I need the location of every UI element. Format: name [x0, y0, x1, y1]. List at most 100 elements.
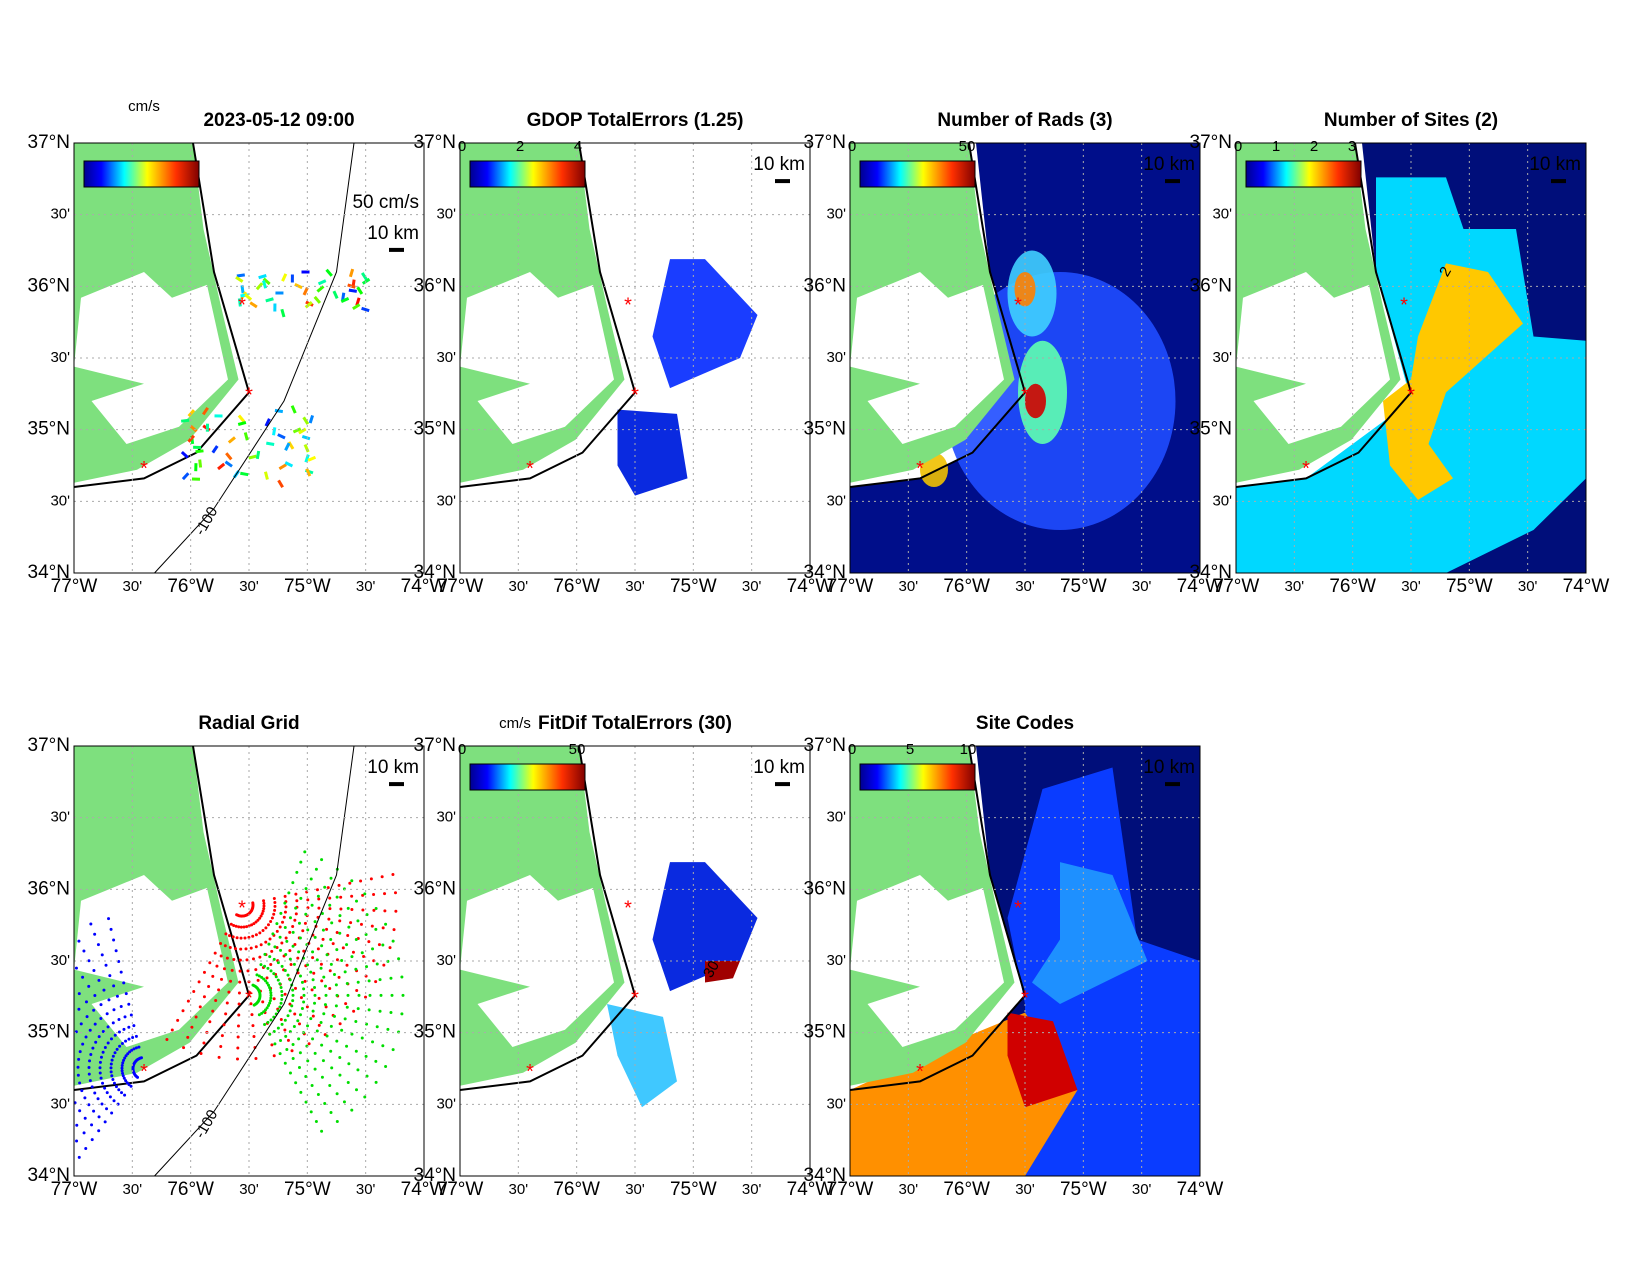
grid-point: [291, 1056, 295, 1060]
grid-point: [311, 1014, 315, 1018]
grid-point: [249, 1002, 253, 1006]
grid-point: [124, 1039, 128, 1043]
grid-point: [252, 1035, 256, 1039]
grid-point: [249, 946, 253, 950]
data-region: [652, 862, 758, 992]
grid-point: [258, 931, 262, 935]
grid-point: [294, 892, 298, 896]
grid-point: [121, 1061, 125, 1065]
depth-contour: [154, 745, 355, 1177]
current-vector: [361, 306, 370, 313]
colorbar-unit: cm/s: [128, 98, 160, 115]
grid-point: [81, 1042, 85, 1046]
x-tick-label: 77°W: [1213, 576, 1260, 597]
grid-point: [365, 1074, 369, 1078]
grid-point: [328, 1084, 332, 1088]
x-tick-label: 30': [509, 578, 529, 595]
grid-point: [279, 1018, 283, 1022]
current-vector: [236, 273, 246, 278]
map-panel: * * * 77°W 30' 76°W 30' 75°W 30' 74°W 37°N 30' 36°N 3…: [1190, 110, 1610, 597]
grid-point: [350, 955, 354, 959]
grid-point: [77, 1155, 81, 1159]
grid-point: [194, 1015, 198, 1019]
grid-point: [120, 1042, 124, 1046]
grid-point: [117, 1088, 121, 1092]
y-tick-label: 37°N: [28, 132, 70, 153]
grid-point: [119, 1005, 123, 1009]
grid-point: [105, 1091, 109, 1095]
grid-point: [306, 928, 310, 932]
grid-point: [335, 930, 339, 934]
depth-contour: [154, 142, 355, 574]
current-vector: [274, 408, 284, 414]
grid-point: [312, 971, 316, 975]
grid-point: [262, 901, 266, 905]
grid-point: [297, 921, 301, 925]
grid-point: [192, 990, 196, 994]
grid-point: [325, 1034, 329, 1038]
grid-point: [338, 1022, 342, 1026]
grid-point: [87, 984, 91, 988]
grid-point: [93, 932, 97, 936]
grid-point: [293, 1012, 297, 1016]
grid-point: [237, 1002, 241, 1006]
grid-point: [260, 1011, 264, 1015]
colorbar: [1245, 160, 1362, 188]
colorbar-unit: cm/s: [499, 715, 531, 732]
grid-point: [107, 917, 111, 921]
grid-point: [303, 850, 307, 854]
current-vector: [237, 298, 242, 307]
grid-point: [272, 972, 276, 976]
grid-point: [198, 1005, 202, 1009]
data-region: [607, 1004, 677, 1108]
grid-point: [354, 967, 358, 971]
grid-point: [321, 928, 325, 932]
grid-point: [288, 916, 292, 920]
current-vector: [277, 433, 286, 440]
y-tick-label: 30': [826, 206, 846, 223]
grid-point: [363, 892, 367, 896]
grid-point: [268, 986, 272, 990]
y-tick-label: 30': [50, 492, 70, 509]
grid-point: [331, 942, 335, 946]
map-panel: * * * 77°W 30' 76°W 30' 75°W 30' 74°W 37°N 30' 36°N 3…: [414, 713, 834, 1200]
grid-point: [268, 999, 272, 1003]
grid-point: [103, 1120, 107, 1124]
grid-point: [202, 1041, 206, 1045]
site-marker: *: [631, 988, 639, 1010]
grid-point: [224, 1012, 228, 1016]
y-tick-label: 35°N: [28, 419, 70, 440]
grid-point: [88, 1059, 92, 1063]
grid-point: [130, 1048, 134, 1052]
grid-point: [345, 963, 349, 967]
grid-point: [202, 970, 206, 974]
grid-point: [217, 1055, 221, 1059]
data-region: [1014, 272, 1036, 307]
current-vector: [280, 308, 286, 318]
current-vector: [180, 450, 189, 459]
grid-point: [259, 963, 263, 967]
colorbar-tick-label: 0: [458, 138, 466, 155]
grid-point: [346, 933, 350, 937]
scale-bar-label: 10 km: [1143, 757, 1195, 778]
colorbar: [859, 763, 976, 791]
scale-bar-label: 10 km: [367, 757, 419, 778]
grid-point: [109, 1062, 113, 1066]
grid-point: [170, 1028, 174, 1032]
grid-point: [129, 1013, 133, 1017]
grid-point: [124, 1079, 128, 1083]
grid-point: [304, 1075, 308, 1078]
grid-point: [279, 948, 283, 952]
x-tick-label: 30': [356, 578, 376, 595]
grid-point: [275, 929, 279, 933]
grid-point: [326, 886, 330, 890]
grid-point: [125, 1081, 129, 1085]
grid-point: [234, 924, 238, 928]
grid-point: [343, 970, 347, 974]
grid-point: [309, 1017, 313, 1021]
x-tick-label: 77°W: [827, 576, 874, 597]
grid-point: [329, 1024, 333, 1028]
grid-point: [364, 995, 368, 999]
grid-point: [233, 947, 237, 951]
grid-point: [323, 1003, 327, 1007]
